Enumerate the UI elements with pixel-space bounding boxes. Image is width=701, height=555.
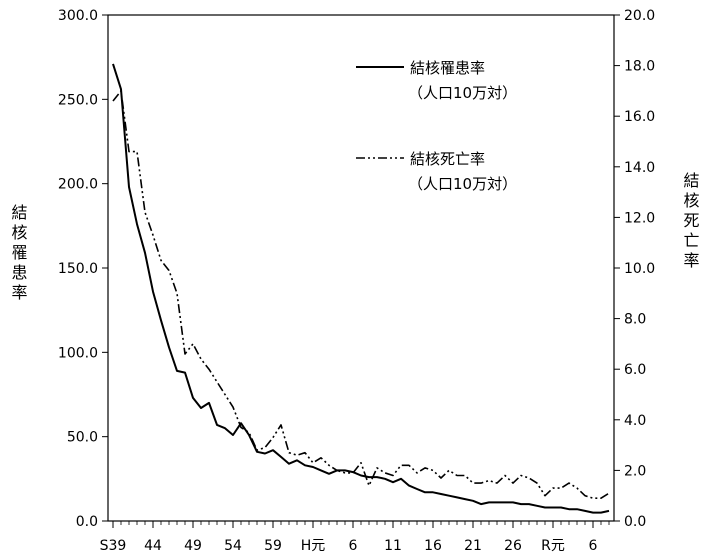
y-left-tick-label: 300.0 <box>58 8 98 24</box>
plot-frame <box>107 14 615 522</box>
x-tick-label: R元 <box>541 538 565 554</box>
y-left-tick-label: 150.0 <box>58 261 98 277</box>
x-tick-label: 59 <box>264 538 282 554</box>
y-left-tick-label: 0.0 <box>76 514 98 530</box>
x-tick-label: 21 <box>464 538 482 554</box>
legend-label-incidence: 結核罹患率 <box>410 59 485 77</box>
legend: 結核罹患率 （人口10万対） 結核死亡率 （人口10万対） <box>356 59 517 193</box>
y-right-tick-label: 2.0 <box>624 463 646 479</box>
x-tick-label: 6 <box>349 538 358 554</box>
y-right-tick-label: 16.0 <box>624 109 655 125</box>
x-tick-label: S39 <box>100 538 127 554</box>
y-right-tick-label: 4.0 <box>624 413 646 429</box>
y-right-tick-label: 8.0 <box>624 312 646 328</box>
x-tick-label: 11 <box>384 538 402 554</box>
y-left-tick-label: 200.0 <box>58 177 98 193</box>
y-left-tick-label: 100.0 <box>58 345 98 361</box>
x-tick-label: 44 <box>144 538 162 554</box>
chart-series <box>112 63 610 514</box>
y-right-tick-label: 6.0 <box>624 362 646 378</box>
y-right-tick-label: 0.0 <box>624 514 646 530</box>
legend-sublabel-incidence: （人口10万対） <box>408 84 517 102</box>
y-right-axis-title: 結核死亡率 <box>681 172 700 272</box>
chart-axes: 0.0 50.0 100.0 150.0 200.0 250.0 300.0 0.0 2.0 4.… <box>58 8 655 554</box>
legend-sublabel-mortality: （人口10万対） <box>408 175 517 193</box>
y-left-tick-label: 50.0 <box>67 430 98 446</box>
y-left-axis-title: 結核罹患率 <box>9 204 28 304</box>
series-line-mortality <box>112 90 610 500</box>
y-right-tick-label: 10.0 <box>624 261 655 277</box>
series-line-incidence <box>112 63 610 514</box>
legend-label-mortality: 結核死亡率 <box>410 150 485 168</box>
x-tick-label: 54 <box>224 538 242 554</box>
x-tick-label: 6 <box>589 538 598 554</box>
x-tick-label: 26 <box>504 538 522 554</box>
y-right-tick-label: 18.0 <box>624 59 655 75</box>
y-right-tick-label: 12.0 <box>624 210 655 226</box>
x-tick-label: 16 <box>424 538 442 554</box>
x-tick-label: 49 <box>184 538 202 554</box>
y-left-tick-label: 250.0 <box>58 92 98 108</box>
y-right-tick-label: 20.0 <box>624 8 655 24</box>
y-right-tick-label: 14.0 <box>624 160 655 176</box>
x-tick-label: H元 <box>301 538 326 554</box>
